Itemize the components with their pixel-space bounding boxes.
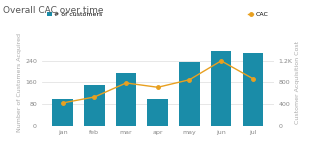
Legend: # of customers: # of customers <box>45 10 105 20</box>
Y-axis label: Number of Customers Acquired: Number of Customers Acquired <box>17 33 22 132</box>
Bar <box>84 85 105 126</box>
Text: Overall CAC over time: Overall CAC over time <box>3 6 104 15</box>
Bar <box>179 62 200 126</box>
Bar <box>116 73 137 126</box>
Bar <box>242 53 263 126</box>
Legend: CAC: CAC <box>246 10 270 20</box>
Y-axis label: Customer Acquisition Cost: Customer Acquisition Cost <box>295 41 300 124</box>
Bar <box>147 99 168 126</box>
Bar <box>211 51 232 126</box>
Bar <box>52 99 73 126</box>
